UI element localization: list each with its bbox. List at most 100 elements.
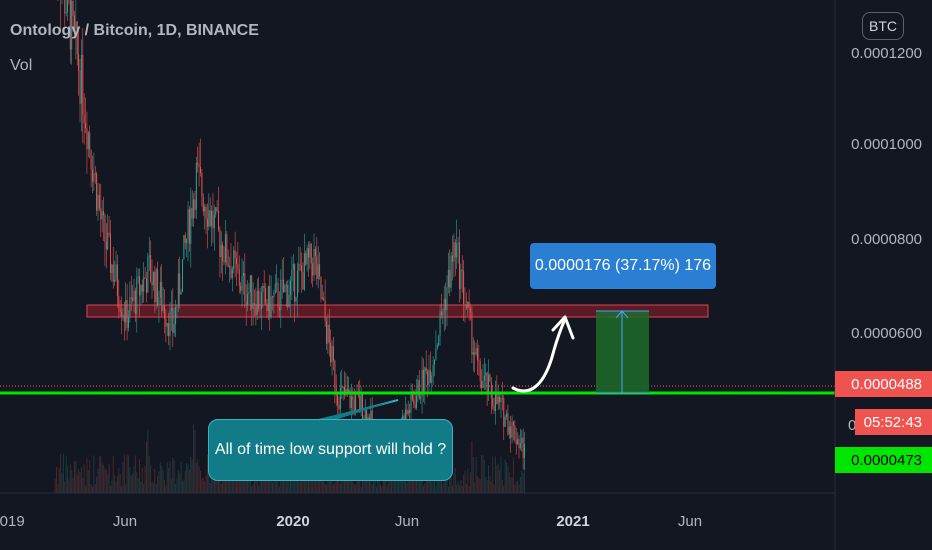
volume-bar [432, 476, 434, 493]
volume-bar [454, 468, 456, 493]
volume-indicator-label[interactable]: Vol [10, 57, 33, 74]
candle-body [443, 298, 445, 313]
candle-body [411, 392, 413, 400]
candle-body [506, 413, 508, 417]
volume-bar [130, 475, 132, 493]
symbol-title[interactable]: Ontology / Bitcoin, 1D, BINANCE [10, 22, 259, 39]
volume-bar [168, 468, 170, 493]
volume-bar [508, 472, 510, 493]
measure-label[interactable]: 0.0000176 (37.17%) 176 [530, 243, 716, 289]
volume-bar [137, 478, 139, 493]
candle-body [104, 215, 106, 242]
volume-bar [122, 462, 124, 493]
volume-bar [464, 470, 466, 493]
time-axis-label: Jun [394, 513, 420, 530]
candle-body [172, 307, 174, 333]
candle-body [465, 305, 467, 308]
candle-body [342, 386, 344, 388]
time-axis-label: Jun [112, 513, 138, 530]
candle-body [341, 386, 343, 389]
currency-badge[interactable]: BTC [862, 12, 904, 40]
candle-body [335, 387, 337, 395]
candle-body [166, 323, 168, 327]
volume-bar [112, 456, 114, 493]
candle-body [215, 207, 217, 216]
candle-body [126, 299, 128, 329]
volume-bar [190, 456, 192, 493]
volume-bar [278, 486, 280, 493]
volume-bar [481, 455, 483, 493]
candle-body [492, 398, 494, 406]
candle-body [435, 348, 437, 360]
candle-body [150, 255, 152, 282]
candle-body [116, 264, 118, 297]
volume-bar [344, 471, 346, 493]
candle-body [69, 0, 71, 50]
candle-body [147, 257, 149, 293]
candle-body [127, 317, 129, 329]
candle-body [274, 283, 276, 293]
candle-body [233, 250, 235, 269]
candle-body [118, 296, 120, 309]
volume-bar [194, 430, 196, 493]
volume-bar [217, 479, 219, 493]
candle-body [436, 345, 438, 349]
candle-body [470, 308, 472, 312]
candle-body [208, 210, 210, 227]
volume-bar [375, 486, 377, 493]
candle-body [251, 275, 253, 309]
volume-bar [108, 463, 110, 493]
candle-body [103, 211, 105, 216]
candle-body [518, 438, 520, 449]
candle-body [355, 392, 357, 411]
candle-body [245, 301, 247, 306]
volume-bar [104, 468, 106, 493]
candle-body [269, 285, 271, 317]
volume-bar [482, 455, 484, 493]
candle-body [490, 381, 492, 399]
volume-bar [172, 457, 174, 493]
candle-body [285, 285, 287, 287]
candle-body [515, 440, 517, 445]
volume-bar [227, 471, 229, 493]
volume-bar [202, 477, 204, 493]
candle-body [296, 270, 298, 298]
candle-body [425, 367, 427, 372]
candle-body [420, 396, 422, 399]
volume-bar [176, 478, 178, 493]
volume-bar [69, 463, 71, 493]
candle-body [364, 410, 366, 420]
candle-body [421, 369, 423, 397]
volume-bar [245, 473, 247, 493]
volume-bar [384, 475, 386, 493]
candle-body [463, 271, 465, 305]
candle-body [82, 54, 84, 116]
candle-body [240, 285, 242, 291]
candle-body [360, 393, 362, 410]
candle-body [100, 208, 102, 220]
support-callout[interactable]: All of time low support will hold ? [208, 419, 453, 481]
volume-bar [299, 482, 301, 493]
volume-bar [500, 456, 502, 493]
candle-body [217, 210, 219, 230]
resistance-zone[interactable] [86, 304, 709, 318]
candle-body [353, 399, 355, 411]
volume-bar [55, 466, 57, 493]
candle-body [244, 273, 246, 302]
candle-body [481, 380, 483, 389]
candle-body [479, 361, 481, 381]
volume-bar [357, 478, 359, 493]
volume-bar [87, 470, 89, 493]
volume-bar [428, 471, 430, 493]
candle-body [186, 239, 188, 243]
volume-bar [321, 477, 323, 493]
candle-body [121, 311, 123, 317]
candle-body [406, 409, 408, 415]
candle-body [85, 123, 87, 129]
volume-bar [506, 462, 508, 493]
volume-bar [162, 470, 164, 493]
candle-body [169, 311, 171, 337]
volume-bar [133, 466, 135, 493]
projection-curve-arrow[interactable] [511, 317, 567, 393]
